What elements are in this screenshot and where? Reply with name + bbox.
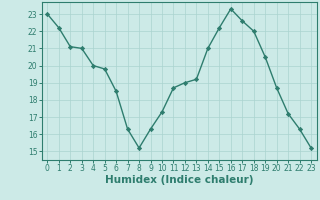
- X-axis label: Humidex (Indice chaleur): Humidex (Indice chaleur): [105, 175, 253, 185]
